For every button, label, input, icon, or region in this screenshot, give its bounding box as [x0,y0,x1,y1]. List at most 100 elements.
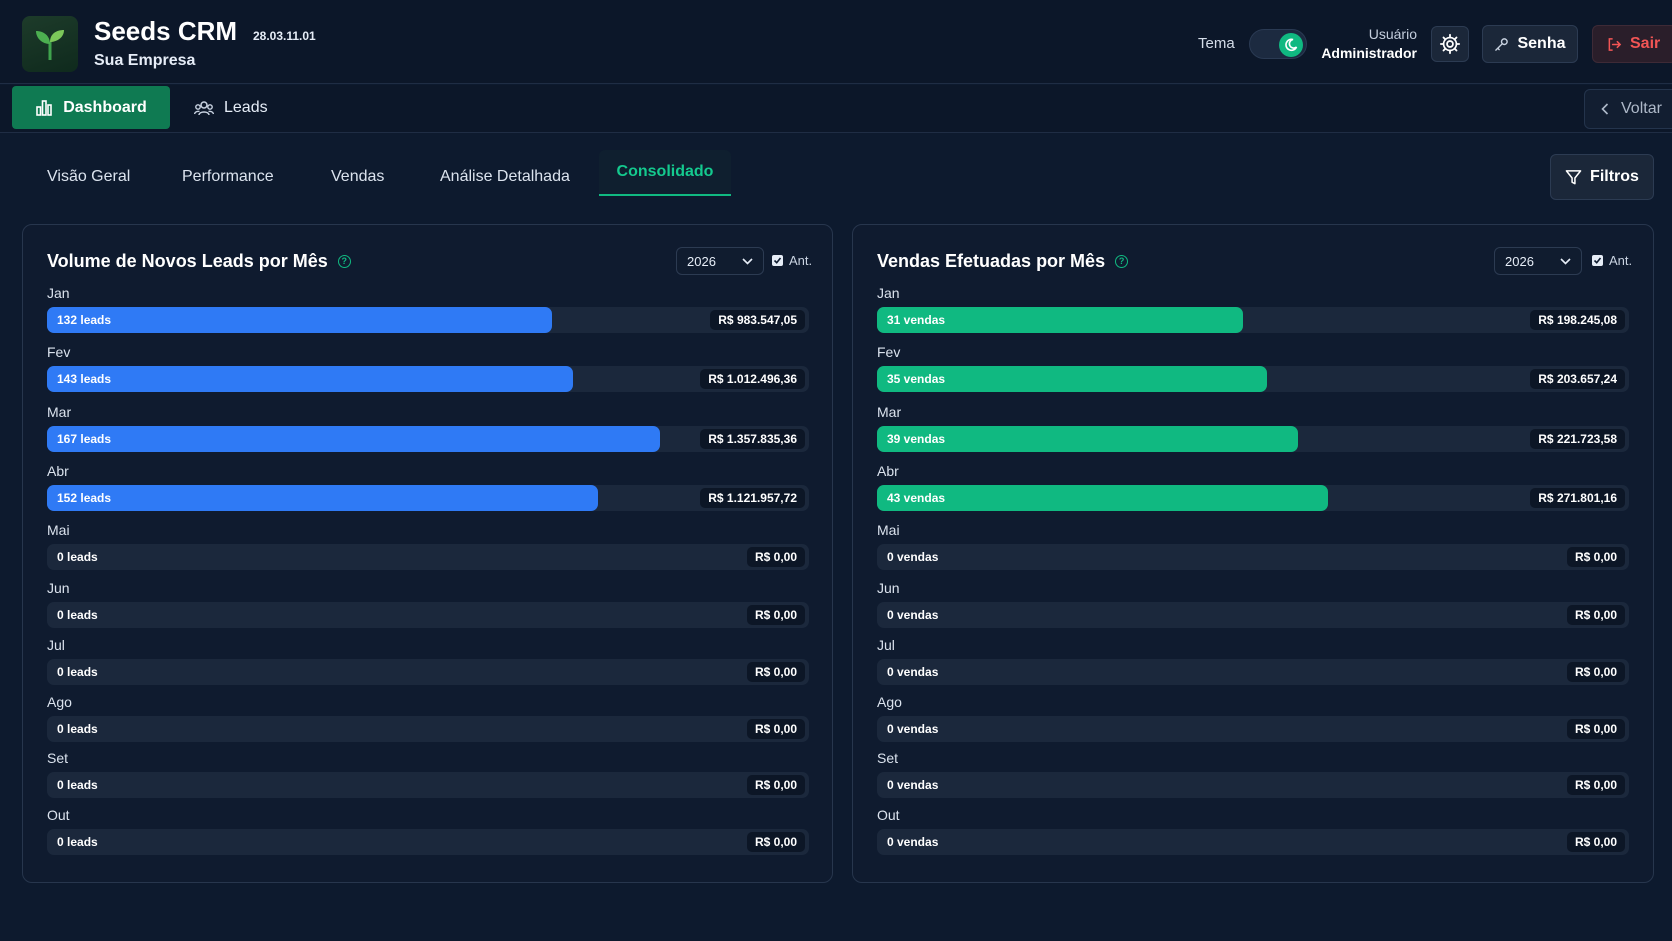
nav-dashboard-label: Dashboard [63,98,147,116]
leads-bar-track: 132 leads R$ 983.547,05 [47,307,809,333]
sales-bar[interactable] [877,307,1244,333]
leads-bar[interactable] [47,307,553,333]
password-button[interactable]: Senha [1482,25,1578,63]
help-icon[interactable]: ? [337,255,351,268]
seedling-icon [22,16,78,72]
leads-month-label: Jan [47,285,70,301]
bar-chart-icon [36,99,53,116]
leads-bar-amount: R$ 0,00 [746,662,805,682]
tab-visao-geral[interactable]: Visão Geral [47,168,131,185]
tab-vendas[interactable]: Vendas [331,168,385,185]
sales-bar-count: 43 vendas [887,491,946,505]
leads-bar-count: 0 leads [57,608,98,622]
leads-bar-track: 0 leads R$ 0,00 [47,829,809,855]
sales-bar-amount: R$ 0,00 [1566,719,1625,739]
tab-performance[interactable]: Performance [182,168,274,185]
leads-bar-track: 167 leads R$ 1.357.835,36 [47,426,809,452]
leads-per-month-panel: Volume de Novos Leads por Mês ? 2026 Ant… [22,224,833,883]
sales-bar-amount: R$ 221.723,58 [1530,429,1625,449]
sales-year-select[interactable]: 2026 [1494,247,1582,275]
leads-bar-count: 132 leads [57,313,112,327]
sales-bar-count: 0 vendas [887,550,939,564]
chevron-down-icon [1560,257,1571,265]
sales-bar-amount: R$ 203.657,24 [1530,369,1625,389]
sales-bar-amount: R$ 198.245,08 [1530,310,1625,330]
sales-panel-title-row: Vendas Efetuadas por Mês ? [877,251,1129,272]
leads-bar-amount: R$ 0,00 [746,832,805,852]
leads-bar-track: 0 leads R$ 0,00 [47,716,809,742]
sales-month-label: Ago [877,694,902,710]
leads-panel-title: Volume de Novos Leads por Mês [47,251,328,271]
leads-ant-label: Ant. [789,253,813,268]
leads-bar-track: 0 leads R$ 0,00 [47,659,809,685]
back-button[interactable]: Voltar [1584,89,1672,129]
leads-year-value: 2026 [687,253,716,269]
nav-dashboard[interactable]: Dashboard [12,86,170,129]
sales-per-month-panel: Vendas Efetuadas por Mês ? 2026 Ant. Jan… [852,224,1654,883]
sales-bar[interactable] [877,426,1299,452]
leads-year-select[interactable]: 2026 [676,247,764,275]
sales-bar-track: 0 vendas R$ 0,00 [877,829,1629,855]
sales-bar-count: 35 vendas [887,372,946,386]
leads-bar-count: 143 leads [57,372,112,386]
sales-bar-track: 39 vendas R$ 221.723,58 [877,426,1629,452]
sales-year-value: 2026 [1505,253,1534,269]
password-button-label: Senha [1517,35,1566,52]
sales-month-label: Mai [877,522,900,538]
sales-ant-checkbox[interactable] [1592,255,1603,266]
theme-toggle[interactable] [1249,29,1307,59]
filters-button-label: Filtros [1590,168,1639,185]
leads-month-label: Set [47,750,69,766]
filters-button[interactable]: Filtros [1550,154,1654,200]
sales-bar-count: 0 vendas [887,665,939,679]
leads-bar-track: 152 leads R$ 1.121.957,72 [47,485,809,511]
leads-bar-count: 167 leads [57,432,112,446]
sales-bar-track: 35 vendas R$ 203.657,24 [877,366,1629,392]
sales-previous-year-toggle[interactable]: Ant. [1592,253,1632,268]
leads-month-label: Fev [47,344,71,360]
leads-bar-count: 0 leads [57,835,98,849]
leads-bar-count: 0 leads [57,550,98,564]
leads-bar-count: 152 leads [57,491,112,505]
leads-panel-title-row: Volume de Novos Leads por Mês ? [47,251,351,272]
leads-previous-year-toggle[interactable]: Ant. [772,253,812,268]
nav-leads[interactable]: Leads [194,91,268,125]
sales-month-label: Fev [877,344,901,360]
leads-bar[interactable] [47,485,598,511]
leads-ant-checkbox[interactable] [772,255,783,266]
sales-bar[interactable] [877,366,1268,392]
leads-bar-track: 0 leads R$ 0,00 [47,772,809,798]
leads-bar-amount: R$ 1.121.957,72 [700,488,805,508]
logout-button[interactable]: Sair [1592,25,1672,63]
sales-month-label: Mar [877,404,902,420]
chevron-down-icon [742,257,753,265]
key-icon [1495,37,1509,51]
moon-icon [1279,33,1303,57]
sales-bar-track: 0 vendas R$ 0,00 [877,659,1629,685]
filter-icon [1565,169,1582,184]
app-version: 28.03.11.01 [253,29,316,43]
help-icon[interactable]: ? [1115,255,1129,268]
sales-bar-amount: R$ 271.801,16 [1530,488,1625,508]
sales-bar-count: 0 vendas [887,608,939,622]
leads-bar-count: 0 leads [57,722,98,736]
sales-month-label: Jun [877,580,900,596]
leads-bar[interactable] [47,366,573,392]
sales-bar-track: 0 vendas R$ 0,00 [877,544,1629,570]
sales-bar-amount: R$ 0,00 [1566,547,1625,567]
chevron-left-icon [1601,103,1609,115]
sales-bar[interactable] [877,485,1329,511]
main-nav: Dashboard Leads Voltar [0,85,1672,133]
check-icon [1593,257,1602,264]
user-name: Administrador [1321,45,1417,61]
sales-bar-track: 0 vendas R$ 0,00 [877,602,1629,628]
leads-bar[interactable] [47,426,661,452]
sales-bar-amount: R$ 0,00 [1566,775,1625,795]
settings-button[interactable] [1431,26,1469,62]
tab-analise-detalhada[interactable]: Análise Detalhada [440,168,570,185]
sales-bar-count: 31 vendas [887,313,946,327]
leads-month-label: Out [47,807,70,823]
sales-bar-track: 0 vendas R$ 0,00 [877,772,1629,798]
tab-consolidado[interactable]: Consolidado [599,150,731,196]
logout-icon [1608,37,1622,51]
